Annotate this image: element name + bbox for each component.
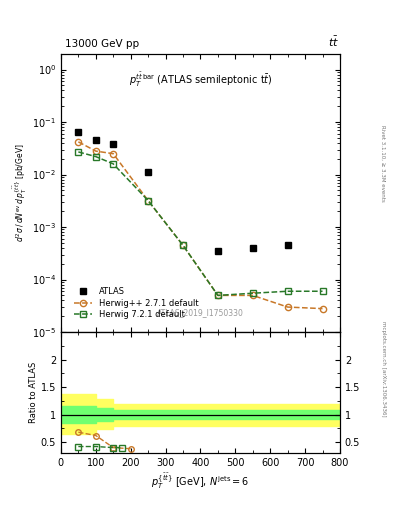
ATLAS: [111, 141, 116, 147]
Y-axis label: $d^2\sigma\,/\,dN^{\mathrm{ev}}\,d\,p^{\{\bar{t}\bar{t}\}}_{\mathrm{T}}$ [pb/GeV: $d^2\sigma\,/\,dN^{\mathrm{ev}}\,d\,p^{\…: [12, 144, 29, 242]
Line: Herwig 7.2.1 default: Herwig 7.2.1 default: [75, 149, 326, 298]
Herwig++ 2.7.1 default: [111, 151, 116, 157]
ATLAS: [146, 169, 151, 176]
ATLAS: [250, 245, 255, 251]
Herwig 7.2.1 default: [94, 154, 98, 160]
ATLAS: [76, 129, 81, 135]
Herwig++ 2.7.1 default: [320, 306, 325, 312]
Herwig++ 2.7.1 default: [215, 292, 220, 298]
Herwig++ 2.7.1 default: [146, 198, 151, 204]
Text: 13000 GeV pp: 13000 GeV pp: [65, 38, 139, 49]
ATLAS: [285, 242, 290, 248]
Text: ATLAS_2019_I1750330: ATLAS_2019_I1750330: [157, 308, 244, 317]
Herwig 7.2.1 default: [215, 292, 220, 298]
Herwig++ 2.7.1 default: [181, 242, 185, 248]
Text: Rivet 3.1.10, ≥ 3.3M events: Rivet 3.1.10, ≥ 3.3M events: [381, 125, 386, 202]
Herwig++ 2.7.1 default: [250, 292, 255, 298]
Herwig++ 2.7.1 default: [94, 148, 98, 154]
Y-axis label: Ratio to ATLAS: Ratio to ATLAS: [29, 362, 38, 423]
ATLAS: [94, 137, 98, 143]
Text: $t\bar{t}$: $t\bar{t}$: [328, 34, 339, 49]
Text: $p_T^{t\bar{t}\,\mathrm{bar}}$ (ATLAS semileptonic t$\bar{t}$): $p_T^{t\bar{t}\,\mathrm{bar}}$ (ATLAS se…: [129, 71, 272, 89]
Herwig++ 2.7.1 default: [76, 139, 81, 145]
Herwig 7.2.1 default: [76, 149, 81, 155]
Text: mcplots.cern.ch [arXiv:1306.3436]: mcplots.cern.ch [arXiv:1306.3436]: [381, 321, 386, 416]
Herwig 7.2.1 default: [146, 198, 151, 204]
Herwig 7.2.1 default: [285, 288, 290, 294]
Herwig++ 2.7.1 default: [285, 304, 290, 310]
Line: Herwig++ 2.7.1 default: Herwig++ 2.7.1 default: [75, 139, 326, 312]
Line: ATLAS: ATLAS: [75, 129, 291, 254]
Herwig 7.2.1 default: [181, 242, 185, 248]
Herwig 7.2.1 default: [111, 161, 116, 167]
ATLAS: [215, 248, 220, 254]
Legend: ATLAS, Herwig++ 2.7.1 default, Herwig 7.2.1 default: ATLAS, Herwig++ 2.7.1 default, Herwig 7.…: [71, 284, 202, 323]
X-axis label: $p^{\{\bar{t}\bar{t}\}}_{T}$ [GeV], $N^{\mathrm{jets}} = 6$: $p^{\{\bar{t}\bar{t}\}}_{T}$ [GeV], $N^{…: [151, 472, 250, 492]
Herwig 7.2.1 default: [250, 290, 255, 296]
Herwig 7.2.1 default: [320, 288, 325, 294]
